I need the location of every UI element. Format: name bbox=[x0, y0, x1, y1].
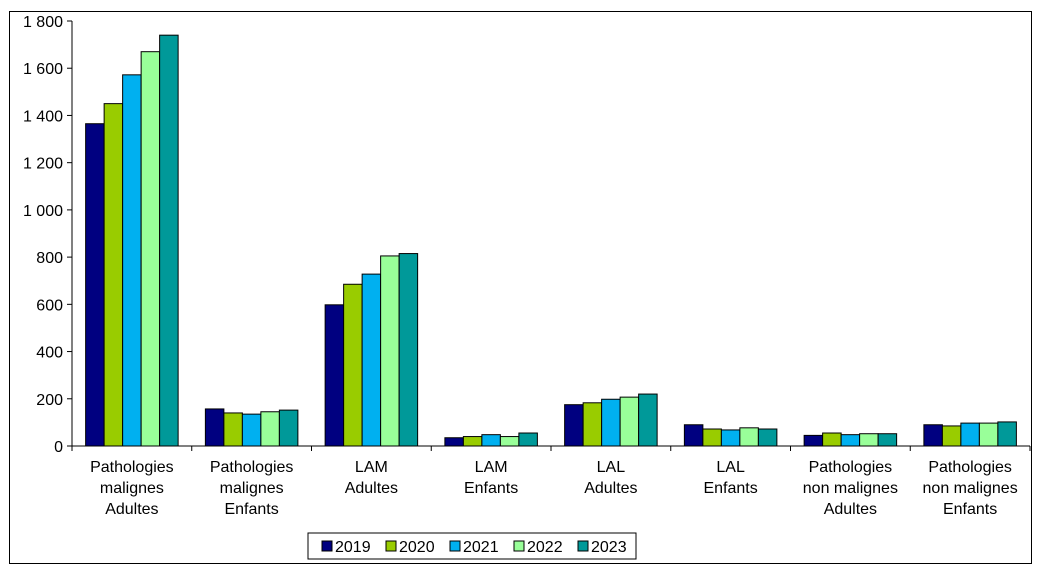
bar-2021-cat-7 bbox=[960, 422, 980, 447]
legend-swatch-2020 bbox=[385, 540, 397, 552]
axes-group bbox=[67, 20, 1031, 451]
bar-2019-cat-2 bbox=[324, 304, 345, 447]
legend-label-2019: 2019 bbox=[335, 539, 371, 556]
legend-swatch-2022 bbox=[513, 540, 525, 552]
x-category-label: LAL Enfants bbox=[703, 459, 757, 497]
bar-2023-cat-6 bbox=[877, 433, 898, 447]
bar-2023-cat-0 bbox=[159, 34, 179, 447]
bar-2022-cat-0 bbox=[140, 51, 161, 447]
bar-2020-cat-6 bbox=[822, 432, 842, 447]
x-category-label: LAL Adultes bbox=[584, 459, 637, 497]
legend-box bbox=[307, 532, 637, 560]
bar-2022-cat-4 bbox=[619, 396, 640, 447]
x-category-label: Pathologies malignes Enfants bbox=[210, 459, 294, 518]
bar-2022-cat-2 bbox=[380, 255, 400, 447]
bar-2019-cat-6 bbox=[803, 434, 824, 447]
bar-2021-cat-1 bbox=[241, 413, 262, 447]
bar-2023-cat-7 bbox=[997, 421, 1017, 447]
bar-2022-cat-7 bbox=[978, 422, 999, 447]
y-tick-label: 1 400 bbox=[23, 108, 63, 125]
bar-2020-cat-0 bbox=[103, 103, 124, 447]
bar-2021-cat-2 bbox=[361, 273, 382, 447]
bar-2019-cat-4 bbox=[564, 404, 584, 447]
bar-2019-cat-7 bbox=[923, 424, 943, 447]
x-category-label: LAM Enfants bbox=[464, 459, 518, 497]
legend: 2019 2020 2021 2022 2023 bbox=[307, 532, 637, 560]
y-tick-label: 400 bbox=[36, 345, 63, 362]
bar-2020-cat-4 bbox=[582, 402, 603, 447]
chart-frame bbox=[9, 11, 1032, 564]
bars-group bbox=[85, 34, 1017, 447]
x-category-label: LAM Adultes bbox=[345, 459, 398, 497]
bar-2022-cat-3 bbox=[499, 436, 520, 447]
legend-label-2020: 2020 bbox=[399, 539, 435, 556]
bar-2019-cat-3 bbox=[444, 437, 464, 447]
bar-2020-cat-5 bbox=[702, 428, 722, 447]
y-tick-label: 1 800 bbox=[23, 14, 63, 31]
bar-2021-cat-4 bbox=[601, 398, 621, 447]
bar-2023-cat-3 bbox=[518, 432, 538, 447]
bar-2021-cat-6 bbox=[840, 434, 861, 447]
x-category-label: Pathologies malignes Adultes bbox=[90, 459, 174, 518]
legend-label-2021: 2021 bbox=[463, 539, 499, 556]
x-category-label: Pathologies non malignes Enfants bbox=[923, 459, 1018, 518]
bar-2019-cat-0 bbox=[85, 123, 105, 447]
bar-2023-cat-5 bbox=[757, 428, 778, 447]
bar-2021-cat-3 bbox=[481, 434, 501, 447]
legend-label-2023: 2023 bbox=[591, 539, 627, 556]
bar-2019-cat-1 bbox=[204, 408, 225, 447]
bar-2020-cat-7 bbox=[941, 425, 962, 447]
y-tick-label: 0 bbox=[54, 439, 63, 456]
bar-2023-cat-4 bbox=[638, 393, 658, 447]
bar-2022-cat-5 bbox=[739, 427, 759, 447]
legend-label-2022: 2022 bbox=[527, 539, 563, 556]
bar-2019-cat-5 bbox=[683, 424, 704, 447]
legend-swatch-2023 bbox=[577, 540, 589, 552]
bar-2023-cat-2 bbox=[398, 253, 419, 447]
bar-2020-cat-3 bbox=[462, 436, 483, 447]
x-category-label: Pathologies non malignes Adultes bbox=[803, 459, 898, 518]
bar-2020-cat-1 bbox=[223, 412, 243, 447]
bar-2023-cat-1 bbox=[278, 409, 299, 447]
bar-2021-cat-5 bbox=[720, 429, 741, 447]
labels-group: 0 200 400 600 800 1 000 1 200 1 400 1 600 1 800 Pa… bbox=[23, 14, 1018, 518]
y-tick-label: 1 600 bbox=[23, 61, 63, 78]
bar-2022-cat-1 bbox=[260, 411, 280, 447]
y-tick-label: 200 bbox=[36, 392, 63, 409]
bar-2021-cat-0 bbox=[122, 74, 142, 447]
y-tick-label: 800 bbox=[36, 250, 63, 267]
bar-2022-cat-6 bbox=[859, 433, 879, 447]
bar-2020-cat-2 bbox=[343, 283, 363, 447]
legend-swatch-2021 bbox=[449, 540, 461, 552]
y-tick-label: 1 000 bbox=[23, 203, 63, 220]
y-tick-label: 600 bbox=[36, 297, 63, 314]
y-tick-label: 1 200 bbox=[23, 156, 63, 173]
legend-swatch-2019 bbox=[321, 540, 333, 552]
